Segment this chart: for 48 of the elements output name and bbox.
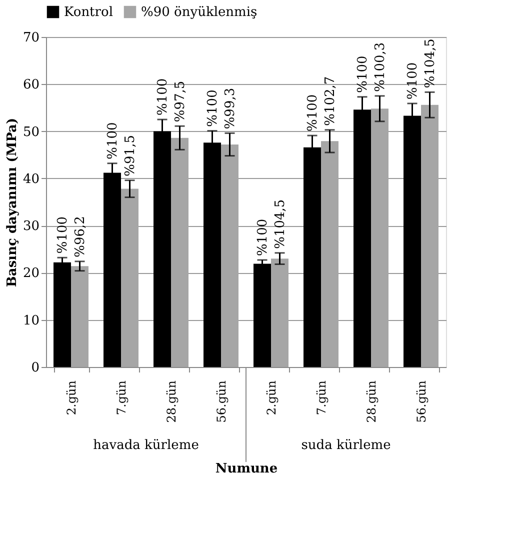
legend-label: %90 önyüklenmiş <box>141 5 258 20</box>
annotation: %100 <box>255 218 270 256</box>
x-tick-label: 56.gün <box>414 380 428 423</box>
y-axis-title: Basınç dayanımı (MPa) <box>4 118 20 288</box>
bar <box>121 188 138 367</box>
y-tick-label: 70 <box>22 30 40 46</box>
annotation: %100 <box>305 94 320 132</box>
bar <box>371 108 388 367</box>
bar <box>271 258 288 367</box>
bar <box>171 138 188 367</box>
x-tick-label: 56.gün <box>214 380 228 423</box>
x-tick-label: 7.gün <box>114 380 128 416</box>
y-tick-label: 20 <box>22 266 40 282</box>
x-axis-title: Numune <box>215 462 278 477</box>
bar <box>321 141 338 367</box>
legend-label: Kontrol <box>64 5 113 20</box>
y-tick-label: 40 <box>22 172 40 187</box>
annotation: %91,5 <box>122 135 138 176</box>
text: havada kürleme <box>93 438 200 453</box>
annotation: %102,7 <box>322 76 338 126</box>
bar <box>254 264 271 367</box>
x-tick-label: 28.gün <box>364 380 378 423</box>
annotation: %100 <box>355 56 370 93</box>
annotation: %100 <box>205 90 220 127</box>
x-tick-label: 2.gün <box>64 380 78 416</box>
annotation: %100 <box>55 216 70 254</box>
y-tick-label: 10 <box>22 313 40 328</box>
bar <box>54 262 71 367</box>
x-tick-label: 28.gün <box>164 380 178 423</box>
y-tick-label: 50 <box>22 124 40 140</box>
x-tick-label: 7.gün <box>314 380 328 416</box>
bar <box>221 144 238 367</box>
y-tick-label: 60 <box>22 78 40 93</box>
y-tick-label: 30 <box>22 219 40 234</box>
annotation: %100 <box>405 62 420 100</box>
annotation: %100 <box>105 122 120 160</box>
annotation: %99,3 <box>222 88 238 130</box>
annotation: %100,3 <box>372 42 388 92</box>
annotation: %96,2 <box>72 216 88 258</box>
annotation: %104,5 <box>272 199 288 249</box>
text: suda kürleme <box>301 438 392 453</box>
annotation: %100 <box>155 78 170 116</box>
bar <box>71 266 88 367</box>
bar <box>421 104 438 367</box>
y-tick-label: 0 <box>31 360 40 376</box>
x-tick-label: 2.gün <box>264 380 278 416</box>
annotation: %97,5 <box>172 80 188 122</box>
annotation: %104,5 <box>422 38 438 88</box>
